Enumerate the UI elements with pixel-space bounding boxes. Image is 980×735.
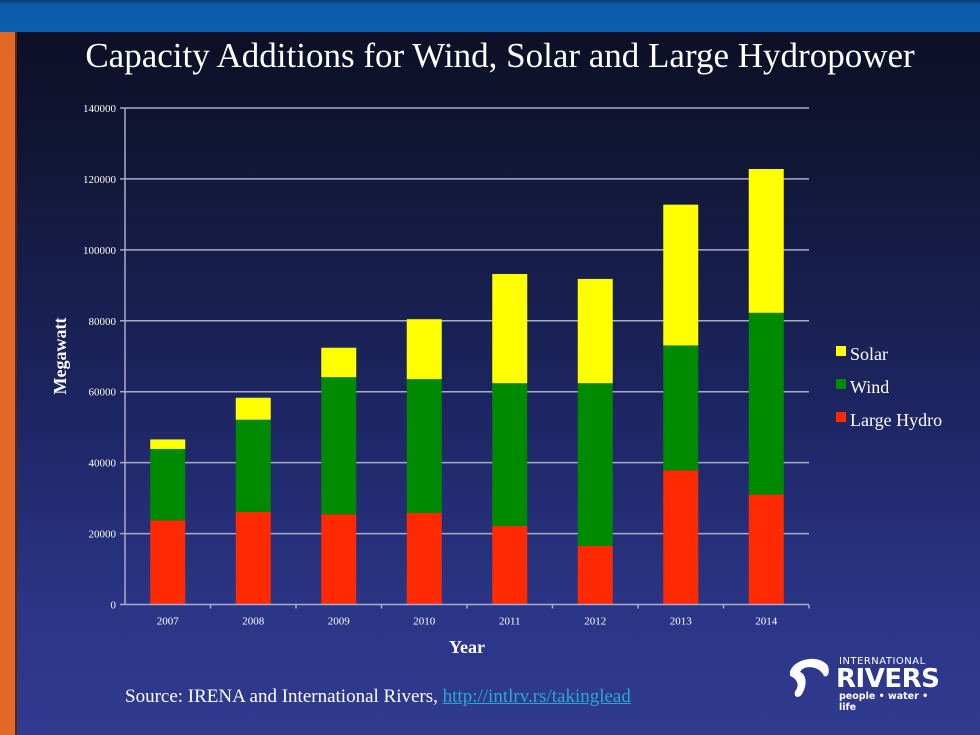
bar-wind-2010 (406, 379, 442, 514)
left-accent-stripe (0, 32, 17, 735)
bar-large-hydro-2009 (321, 514, 357, 605)
bar-wind-2013 (663, 345, 699, 471)
y-tick-label: 80000 (89, 316, 117, 328)
bar-wind-2014 (748, 312, 784, 495)
gridlines (125, 107, 809, 535)
river-swoosh-icon (790, 658, 829, 697)
bar-solar-2010 (406, 319, 442, 380)
source-text: Source: IRENA and International Rivers, (125, 686, 443, 707)
y-tick-label: 120000 (83, 174, 117, 186)
bar-solar-2011 (492, 273, 528, 384)
bar-solar-2009 (321, 347, 357, 378)
slide-title: Capacity Additions for Wind, Solar and L… (85, 36, 915, 75)
x-tick-label: 2008 (242, 616, 265, 628)
x-tick-label: 2009 (328, 616, 351, 628)
bar-large-hydro-2014 (748, 494, 784, 605)
bar-solar-2007 (150, 439, 186, 449)
legend-swatch-solar (836, 346, 846, 356)
source-link[interactable]: http://intlrv.rs/takinglead (442, 686, 631, 707)
bar-wind-2009 (321, 377, 357, 515)
bar-wind-2008 (235, 419, 271, 512)
y-tick-label: 20000 (89, 529, 117, 541)
x-tick-label: 2010 (413, 616, 436, 628)
bar-wind-2011 (492, 383, 528, 526)
bar-large-hydro-2010 (406, 513, 442, 605)
international-rivers-logo: INTERNATIONAL RIVERS people • water • li… (784, 654, 944, 713)
bar-wind-2012 (577, 383, 613, 546)
x-tick-label: 2013 (670, 616, 693, 628)
logo-line2: RIVERS (836, 664, 940, 694)
x-tick-label: 2007 (157, 616, 180, 628)
bar-solar-2013 (663, 204, 699, 346)
legend-label-solar: Solar (850, 344, 888, 364)
x-tick-label: 2014 (755, 616, 778, 628)
legend-swatch-large-hydro (836, 412, 846, 422)
legend-swatch-wind (836, 379, 846, 389)
bars (150, 168, 784, 605)
legend-label-large-hydro: Large Hydro (850, 410, 942, 430)
x-axis-title: Year (449, 637, 485, 657)
bar-large-hydro-2007 (150, 520, 186, 605)
top-banner (0, 0, 980, 32)
y-tick-label: 60000 (89, 387, 117, 399)
x-tick-label: 2011 (499, 616, 521, 628)
y-axis-title: Megawatt (50, 318, 70, 395)
bar-solar-2008 (235, 397, 271, 420)
y-tick-label: 100000 (83, 245, 117, 257)
y-tick-label: 0 (111, 600, 117, 612)
bar-large-hydro-2011 (492, 525, 528, 605)
bar-large-hydro-2012 (577, 545, 613, 605)
bar-solar-2012 (577, 278, 613, 384)
bar-wind-2007 (150, 448, 186, 521)
x-tick-label: 2012 (584, 616, 606, 628)
logo-tagline: people • water • life (839, 691, 929, 713)
bar-large-hydro-2013 (663, 470, 699, 605)
bar-large-hydro-2008 (235, 511, 271, 605)
y-tick-label: 140000 (83, 103, 117, 115)
legend-label-wind: Wind (850, 377, 889, 397)
axes: 0 20000 40000 60000 80000 100000 120000 140000 2… (83, 103, 810, 628)
legend: Solar Wind Large Hydro (836, 344, 942, 430)
y-tick-label: 40000 (89, 458, 117, 470)
logo-line1: INTERNATIONAL (839, 656, 926, 667)
source-caption: Source: IRENA and International Rivers, … (125, 686, 631, 708)
bar-solar-2014 (748, 168, 784, 313)
